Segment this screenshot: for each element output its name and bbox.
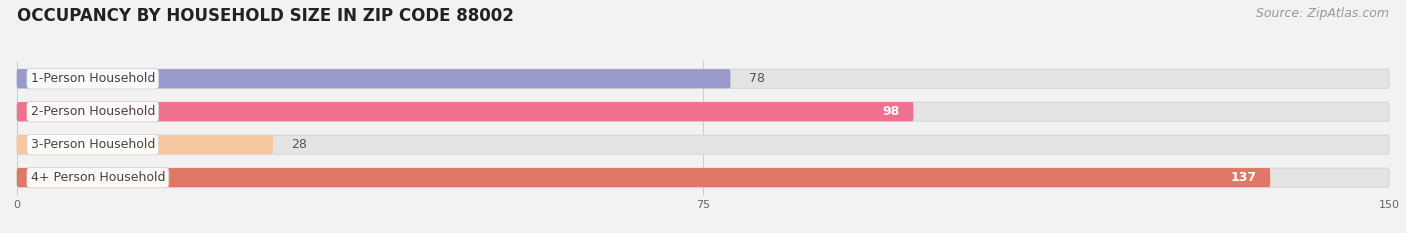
FancyBboxPatch shape [17, 69, 731, 88]
Text: 3-Person Household: 3-Person Household [31, 138, 155, 151]
FancyBboxPatch shape [17, 102, 1389, 121]
Text: 98: 98 [883, 105, 900, 118]
FancyBboxPatch shape [17, 135, 1389, 154]
Text: Source: ZipAtlas.com: Source: ZipAtlas.com [1256, 7, 1389, 20]
FancyBboxPatch shape [17, 135, 273, 154]
Text: OCCUPANCY BY HOUSEHOLD SIZE IN ZIP CODE 88002: OCCUPANCY BY HOUSEHOLD SIZE IN ZIP CODE … [17, 7, 513, 25]
FancyBboxPatch shape [17, 168, 1270, 187]
Text: 78: 78 [749, 72, 765, 85]
FancyBboxPatch shape [17, 168, 1389, 187]
FancyBboxPatch shape [17, 69, 1389, 88]
Text: 4+ Person Household: 4+ Person Household [31, 171, 165, 184]
Text: 2-Person Household: 2-Person Household [31, 105, 155, 118]
Text: 28: 28 [291, 138, 307, 151]
Text: 1-Person Household: 1-Person Household [31, 72, 155, 85]
Text: 137: 137 [1230, 171, 1257, 184]
FancyBboxPatch shape [17, 102, 914, 121]
